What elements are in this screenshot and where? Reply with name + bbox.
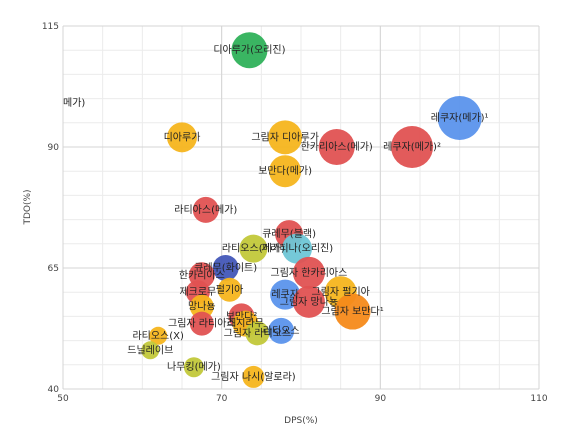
bubble-label: 기라티나(오리진) bbox=[261, 243, 333, 255]
y-axis-label: TDO(%) bbox=[23, 189, 33, 225]
bubble-label: 디아루가(오리진) bbox=[213, 44, 285, 56]
bubble-point[interactable] bbox=[239, 234, 268, 263]
bubble-point[interactable] bbox=[167, 122, 197, 153]
bubble-point[interactable] bbox=[189, 311, 214, 336]
bubble-label: 라티오스(X) bbox=[132, 330, 184, 342]
bubble-label: 그림자 라티아스 bbox=[168, 318, 236, 330]
bubble-label: 그림자 디아루가 bbox=[251, 131, 319, 143]
bubble-series bbox=[141, 32, 482, 388]
bubble-point[interactable] bbox=[212, 255, 239, 281]
bubble-point[interactable] bbox=[217, 277, 242, 302]
y-tick-label: 65 bbox=[48, 264, 59, 274]
x-tick-label: 70 bbox=[216, 394, 228, 404]
bubble-point[interactable] bbox=[192, 196, 219, 223]
bubble-point[interactable] bbox=[292, 256, 325, 289]
bubble-label: 펄기아 bbox=[216, 284, 244, 296]
bubble-point[interactable] bbox=[292, 285, 325, 318]
bubble-label: 그림자 망나뇽 bbox=[280, 296, 338, 308]
bubble-label: 한카리아스 bbox=[179, 269, 225, 281]
bubble-label: 큐레무(화이트) bbox=[194, 262, 257, 274]
bubble-label: 그림자 펄기아 bbox=[311, 286, 369, 298]
bubble-point[interactable] bbox=[334, 293, 371, 330]
bubble-label: 망나뇽 bbox=[188, 301, 216, 313]
bubble-point[interactable] bbox=[270, 279, 301, 310]
bubble-point[interactable] bbox=[189, 294, 214, 319]
y-tick-label: 115 bbox=[42, 22, 59, 32]
bubble-label: 나무킹(메가) bbox=[167, 361, 221, 373]
axis-ticks: 50 70 90 110 40 65 90 115 bbox=[42, 22, 548, 404]
bubble-label: 레시라무 bbox=[227, 318, 264, 330]
bubble-label: 그림자 라티오스 bbox=[224, 327, 292, 339]
bubble-label: 제크로무 bbox=[179, 286, 216, 298]
x-tick-label: 50 bbox=[57, 394, 69, 404]
y-tick-label: 90 bbox=[48, 143, 60, 153]
bubble-label: 드닐레이브 bbox=[127, 344, 173, 356]
bubble-point[interactable] bbox=[269, 155, 302, 188]
bubble-label: 라티오스 bbox=[263, 325, 300, 337]
bubble-label: 그림자 보만다¹ bbox=[321, 306, 383, 318]
bubble-label: 그림자 나시(알로라) bbox=[211, 371, 296, 383]
bubble-point[interactable] bbox=[391, 126, 434, 168]
bubble-label: 보만다(메가) bbox=[258, 165, 312, 177]
x-axis-label: DPS(%) bbox=[284, 416, 318, 426]
bubble-point[interactable] bbox=[242, 365, 265, 388]
bubble-label: 레쿠자(메가)² bbox=[383, 141, 441, 153]
bubble-point[interactable] bbox=[268, 120, 303, 155]
bubble-point[interactable] bbox=[318, 129, 355, 165]
bubble-label: 라티오스(메가) bbox=[222, 243, 285, 255]
bubble-label: 한카리아스(메가) bbox=[301, 141, 373, 153]
bubble-label: 보만다² bbox=[226, 310, 258, 322]
clipped-label-fragment: 메가) bbox=[63, 97, 85, 109]
bubble-point[interactable] bbox=[245, 321, 270, 346]
bubble-label: 그림자 한카리아스 bbox=[271, 267, 348, 279]
x-tick-label: 90 bbox=[375, 394, 387, 404]
bubble-point[interactable] bbox=[282, 233, 313, 264]
bubble-point[interactable] bbox=[141, 341, 160, 360]
bubble-point[interactable] bbox=[268, 317, 295, 344]
bubble-point[interactable] bbox=[231, 32, 268, 69]
bubble-label: 레쿠자(메가)¹ bbox=[431, 112, 489, 124]
bubble-label: 디아루가 bbox=[164, 131, 201, 143]
bubble-point[interactable] bbox=[183, 357, 204, 378]
bubble-point[interactable] bbox=[149, 326, 168, 345]
bubble-point[interactable] bbox=[437, 95, 482, 140]
bubble-label: 라티아스(메가) bbox=[174, 204, 237, 216]
bubble-label: 큐레무(블랙) bbox=[262, 228, 316, 240]
bubble-label: 레쿠자 bbox=[271, 289, 299, 301]
x-tick-label: 110 bbox=[530, 394, 547, 404]
y-tick-label: 40 bbox=[48, 385, 60, 395]
